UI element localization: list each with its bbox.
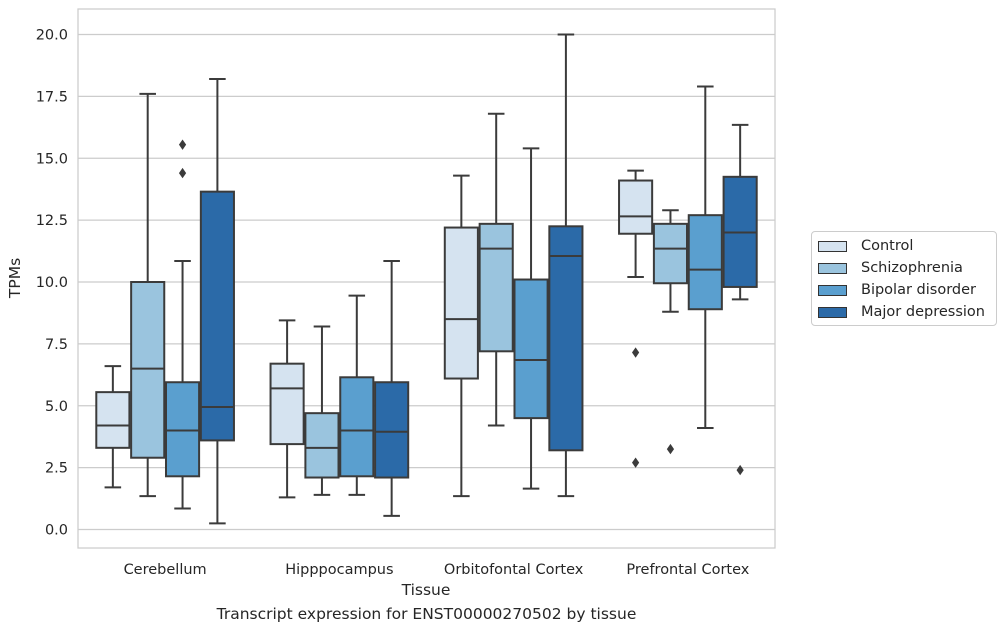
x-tick-labels: Cerebellum Hipppocampus Orbitofontal Corte… bbox=[124, 562, 750, 578]
box-schizophrenia-prefrontal-cortex bbox=[652, 209, 689, 455]
x-tick-label: Prefrontal Cortex bbox=[626, 562, 749, 578]
iqr-box bbox=[652, 222, 689, 285]
box-control-cerebellum bbox=[95, 365, 131, 489]
x-tick-label: Cerebellum bbox=[124, 562, 207, 578]
y-axis-label: TPMs bbox=[6, 258, 24, 299]
box-major-depression-hipppocampus bbox=[374, 259, 410, 517]
iqr-box bbox=[164, 381, 201, 478]
outlier-point bbox=[666, 443, 675, 455]
x-axis-label: Tissue bbox=[401, 581, 451, 599]
iqr-box bbox=[339, 376, 375, 478]
chart-caption: Transcript expression for ENST0000027050… bbox=[216, 605, 637, 623]
iqr-box bbox=[130, 281, 166, 459]
box-major-depression-cerebellum bbox=[199, 78, 235, 525]
legend-swatch-major-depression bbox=[818, 306, 847, 318]
legend-item-bipolar-disorder: Bipolar disorder bbox=[818, 281, 976, 299]
legend-item-major-depression: Major depression bbox=[818, 303, 985, 321]
plot-frame bbox=[77, 8, 776, 549]
box-control-prefrontal-cortex bbox=[618, 169, 654, 468]
x-tick-label: Orbitofontal Cortex bbox=[444, 562, 584, 578]
legend-label-schizophrenia: Schizophrenia bbox=[861, 260, 963, 276]
iqr-box bbox=[513, 278, 549, 420]
y-tick-label: 5.0 bbox=[45, 399, 68, 415]
outlier-point bbox=[178, 139, 187, 150]
iqr-box bbox=[374, 381, 410, 479]
y-tick-labels: 0.0 2.5 5.0 7.5 10.0 12.5 15.0 17.5 20.0 bbox=[36, 28, 68, 539]
legend-label-bipolar-disorder: Bipolar disorder bbox=[861, 282, 976, 298]
iqr-box bbox=[269, 362, 305, 446]
box-major-depression-orbitofontal-cortex bbox=[548, 33, 584, 498]
outlier-point bbox=[632, 347, 640, 358]
box-control-orbitofontal-cortex bbox=[443, 174, 479, 498]
legend-swatch-schizophrenia bbox=[818, 262, 847, 274]
iqr-box bbox=[199, 190, 235, 442]
iqr-box bbox=[687, 214, 723, 311]
box-bipolar-disorder-cerebellum bbox=[164, 139, 201, 510]
iqr-box bbox=[443, 226, 479, 380]
outlier-point bbox=[736, 464, 744, 476]
outlier-point bbox=[178, 167, 187, 179]
outlier-point bbox=[632, 457, 640, 468]
legend-label-control: Control bbox=[861, 238, 914, 254]
box-bipolar-disorder-prefrontal-cortex bbox=[687, 85, 723, 430]
legend-label-major-depression: Major depression bbox=[861, 304, 985, 320]
box-schizophrenia-orbitofontal-cortex bbox=[478, 112, 514, 427]
iqr-box bbox=[95, 391, 131, 449]
x-tick-label: Hipppocampus bbox=[285, 562, 393, 578]
y-tick-label: 15.0 bbox=[36, 151, 68, 167]
y-tick-label: 17.5 bbox=[36, 89, 68, 105]
y-tick-label: 10.0 bbox=[36, 275, 68, 291]
plot-marks bbox=[95, 33, 758, 525]
iqr-box bbox=[304, 412, 340, 479]
box-bipolar-disorder-hipppocampus bbox=[339, 294, 375, 496]
legend-swatch-control bbox=[818, 240, 847, 252]
box-control-hipppocampus bbox=[269, 319, 305, 499]
legend-item-control: Control bbox=[818, 237, 913, 255]
box-major-depression-prefrontal-cortex bbox=[722, 123, 758, 476]
legend: Control Schizophrenia Bipolar disorder M… bbox=[811, 231, 997, 326]
box-schizophrenia-cerebellum bbox=[130, 92, 166, 498]
y-tick-label: 2.5 bbox=[45, 461, 68, 477]
iqr-box bbox=[548, 225, 584, 452]
box-schizophrenia-hipppocampus bbox=[304, 325, 340, 496]
y-tick-label: 12.5 bbox=[36, 213, 68, 229]
legend-swatch-bipolar-disorder bbox=[818, 284, 847, 296]
y-tick-label: 0.0 bbox=[45, 523, 68, 539]
y-tick-label: 20.0 bbox=[36, 28, 68, 44]
iqr-box bbox=[618, 179, 654, 235]
iqr-box bbox=[478, 222, 514, 353]
box-bipolar-disorder-orbitofontal-cortex bbox=[513, 147, 549, 490]
y-tick-label: 7.5 bbox=[45, 337, 68, 353]
legend-item-schizophrenia: Schizophrenia bbox=[818, 259, 963, 277]
